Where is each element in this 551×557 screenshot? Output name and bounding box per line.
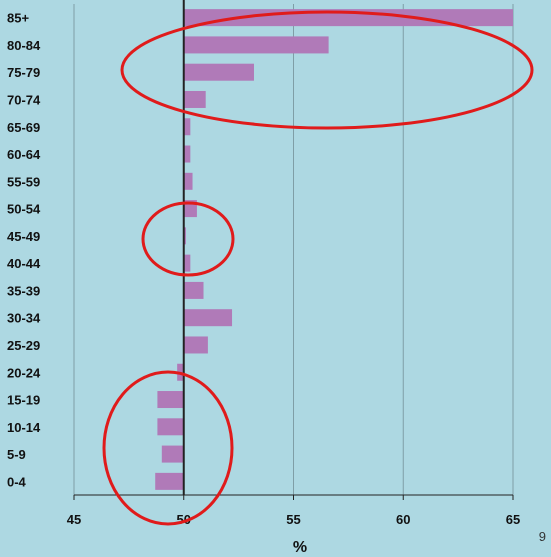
bar — [161, 445, 184, 463]
y-tick-label: 85+ — [7, 11, 29, 26]
y-tick-label: 60-64 — [7, 147, 41, 162]
page-number: 9 — [539, 529, 546, 544]
x-tick-label: 55 — [286, 512, 300, 527]
x-axis-label: % — [293, 539, 307, 556]
annotation-ellipses — [102, 10, 534, 526]
bar — [183, 281, 204, 299]
y-tick-label: 15-19 — [7, 393, 40, 408]
y-tick-label: 45-49 — [7, 229, 40, 244]
bar — [183, 63, 254, 81]
bar — [157, 418, 184, 436]
x-axis: 45 50 55 60 65 — [67, 494, 520, 527]
bar — [183, 90, 206, 108]
grid-lines — [73, 4, 514, 495]
bar — [183, 145, 191, 163]
y-tick-label: 35-39 — [7, 283, 40, 298]
bar — [183, 118, 191, 136]
y-tick-label: 75-79 — [7, 65, 40, 80]
y-tick-label: 70-74 — [7, 92, 41, 107]
bar — [183, 309, 233, 327]
y-tick-label: 50-54 — [7, 202, 41, 217]
bar — [183, 227, 186, 245]
y-tick-label: 5-9 — [7, 447, 26, 462]
y-tick-label: 65-69 — [7, 120, 40, 135]
x-tick-label: 45 — [67, 512, 81, 527]
y-tick-label: 25-29 — [7, 338, 40, 353]
x-tick-label: 60 — [396, 512, 410, 527]
y-tick-labels: 85+ 80-84 75-79 70-74 65-69 60-64 55-59 50-54 45… — [7, 11, 41, 490]
bar — [155, 472, 184, 490]
y-tick-label: 10-14 — [7, 420, 41, 435]
bar — [183, 254, 191, 272]
y-tick-label: 40-44 — [7, 256, 41, 271]
y-tick-label: 55-59 — [7, 174, 40, 189]
x-tick-label: 65 — [506, 512, 520, 527]
y-tick-label: 20-24 — [7, 365, 41, 380]
bar — [183, 336, 208, 354]
y-tick-label: 30-34 — [7, 311, 41, 326]
highlight-ellipse — [120, 10, 534, 130]
highlight-ellipse — [141, 201, 235, 277]
bar — [157, 391, 184, 409]
bar — [183, 172, 193, 190]
bar — [183, 36, 329, 54]
y-tick-label: 80-84 — [7, 38, 41, 53]
bars — [155, 9, 513, 490]
highlight-ellipse — [102, 370, 234, 526]
y-tick-label: 0-4 — [7, 474, 27, 489]
